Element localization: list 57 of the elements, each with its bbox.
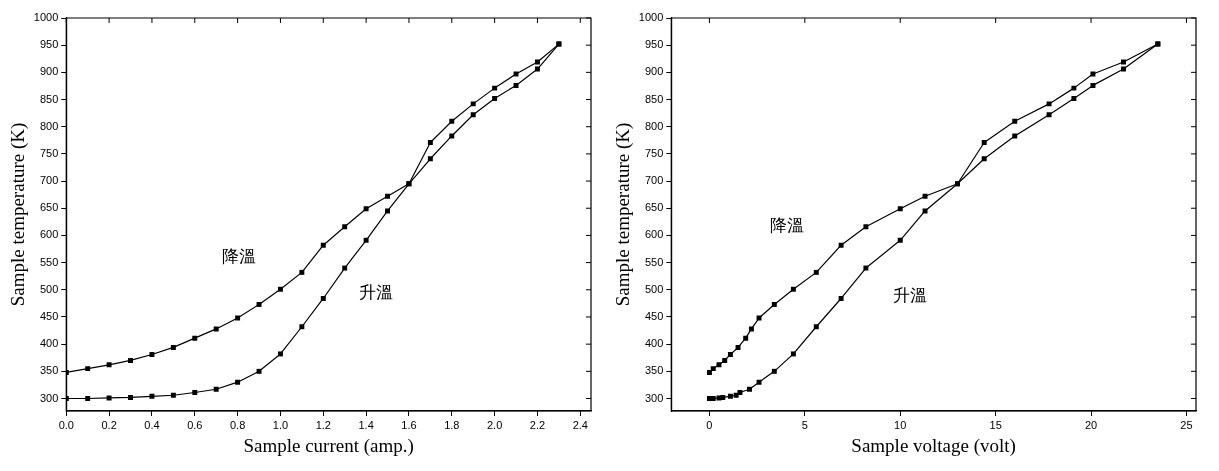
y-axis-title: Sample temperature (K) <box>612 122 635 307</box>
x-tick-label: 0.4 <box>144 418 160 431</box>
x-tick-label: 1.2 <box>315 418 331 431</box>
y-tick-label: 500 <box>644 282 664 295</box>
y-tick-label: 1000 <box>33 11 59 24</box>
y-tick-label: 450 <box>39 309 59 322</box>
y-tick-label: 650 <box>39 201 59 214</box>
x-tick-label: 15 <box>989 418 1002 431</box>
x-tick-label: 1.8 <box>444 418 460 431</box>
y-tick-label: 400 <box>644 337 664 350</box>
x-tick-label: 20 <box>1084 418 1098 431</box>
y-axis-title: Sample temperature (K) <box>7 122 30 307</box>
x-tick-label: 0 <box>706 418 713 431</box>
x-tick-label: 5 <box>801 418 808 431</box>
y-tick-label: 750 <box>644 146 664 159</box>
y-tick-label: 1000 <box>638 11 664 24</box>
x-tick-label: 2.4 <box>572 418 588 431</box>
annotation: 降溫 <box>769 215 804 235</box>
y-tick-label: 850 <box>39 92 59 105</box>
y-tick-label: 850 <box>644 92 664 105</box>
x-tick-label: 1.0 <box>272 418 289 431</box>
y-tick-label: 500 <box>39 282 59 295</box>
annotation: 升溫 <box>358 282 393 302</box>
x-tick-label: 10 <box>894 418 907 431</box>
y-tick-label: 800 <box>644 119 664 132</box>
x-tick-label: 1.6 <box>401 418 417 431</box>
x-tick-label: 2.0 <box>486 418 503 431</box>
y-tick-label: 700 <box>39 174 59 187</box>
x-tick-label: 0.0 <box>58 418 74 431</box>
y-tick-label: 900 <box>39 65 59 78</box>
x-tick-label: 0.2 <box>101 418 117 431</box>
y-tick-label: 950 <box>644 38 664 51</box>
y-tick-label: 300 <box>644 391 664 404</box>
annotation: 降溫 <box>222 247 257 267</box>
y-tick-label: 800 <box>39 119 59 132</box>
x-tick-label: 25 <box>1180 418 1193 431</box>
x-tick-label: 2.2 <box>529 418 546 431</box>
y-tick-label: 950 <box>39 38 59 51</box>
y-tick-label: 300 <box>39 391 59 404</box>
y-tick-label: 450 <box>644 309 664 322</box>
x-axis-title: Sample current (amp.) <box>243 434 414 457</box>
y-tick-label: 350 <box>644 364 664 377</box>
y-tick-label: 900 <box>644 65 664 78</box>
y-tick-label: 350 <box>39 364 59 377</box>
y-tick-label: 700 <box>644 174 664 187</box>
y-tick-label: 600 <box>644 228 664 241</box>
y-tick-label: 650 <box>644 201 664 214</box>
y-tick-label: 750 <box>39 146 59 159</box>
x-tick-label: 0.6 <box>187 418 203 431</box>
x-tick-label: 0.8 <box>229 418 246 431</box>
x-axis-title: Sample voltage (volt) <box>851 434 1016 457</box>
x-tick-label: 1.4 <box>358 418 374 431</box>
annotation: 升溫 <box>893 286 928 306</box>
y-tick-label: 550 <box>39 255 59 268</box>
y-tick-label: 600 <box>39 228 59 241</box>
y-tick-label: 400 <box>39 337 59 350</box>
y-tick-label: 550 <box>644 255 664 268</box>
